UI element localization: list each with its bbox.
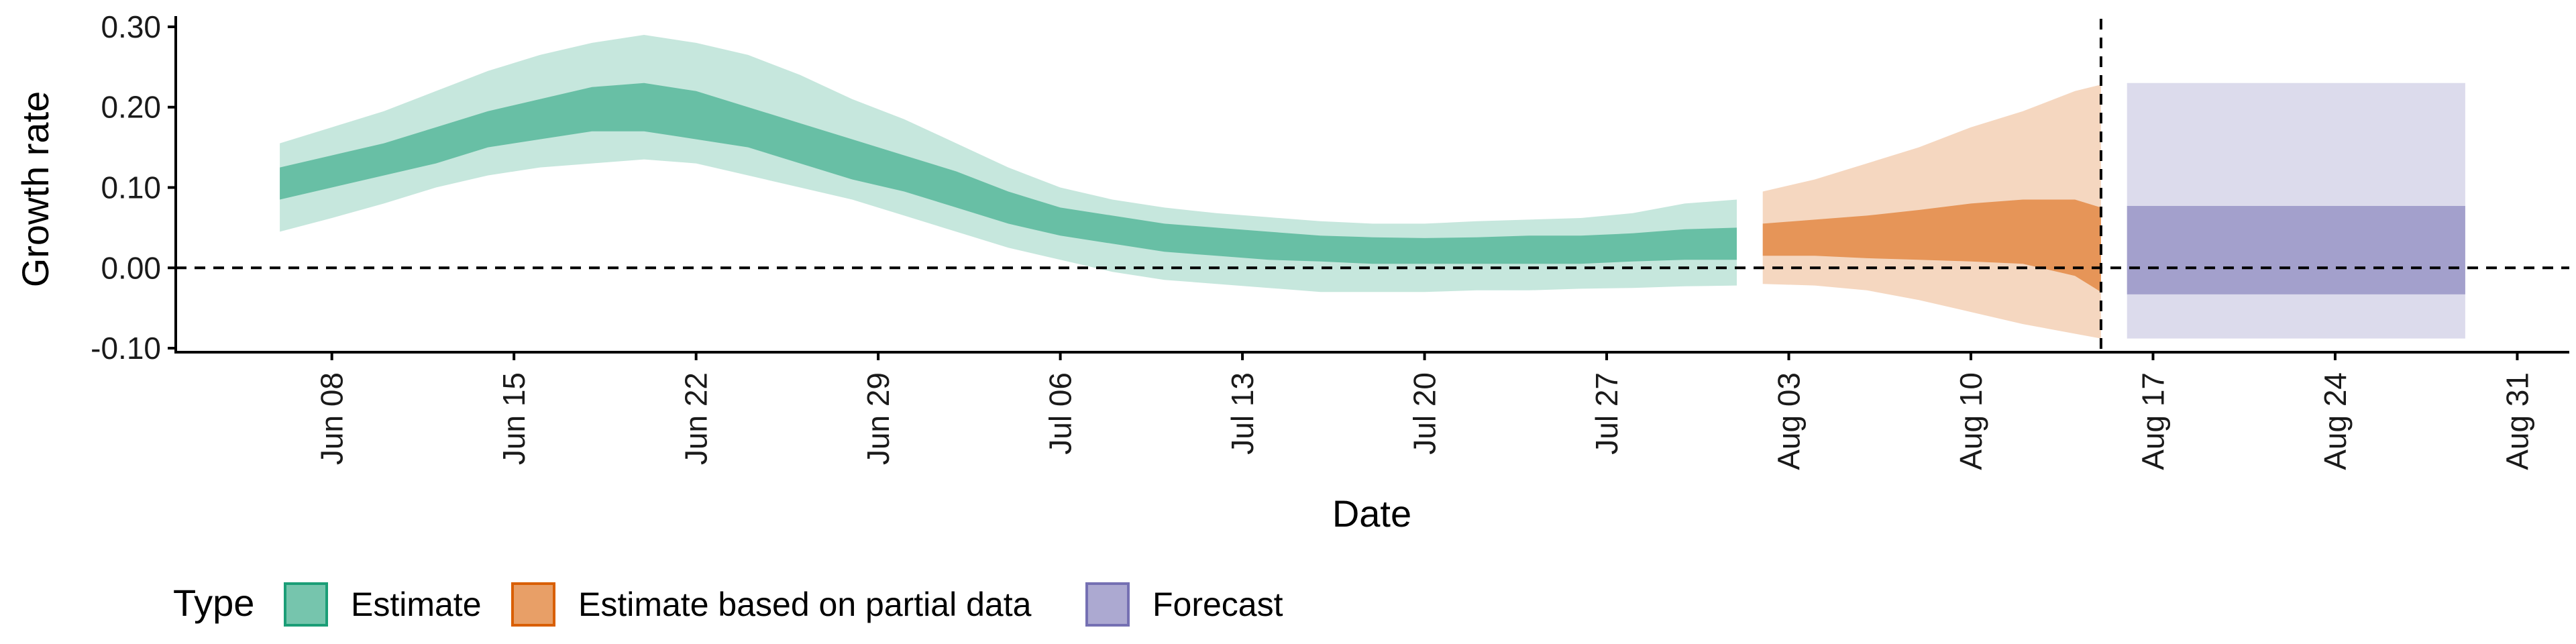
legend: Type Estimate Estimate based on partial d… xyxy=(173,582,1283,627)
legend-label: Estimate based on partial data xyxy=(578,586,1032,623)
x-tick-label: Jun 22 xyxy=(679,372,714,465)
estimate-based-on-partial-data-inner-band xyxy=(1762,199,2101,292)
legend-key-forecast xyxy=(1085,582,1130,627)
x-tick-label: Aug 17 xyxy=(2136,372,2171,470)
x-tick-label: Aug 10 xyxy=(1953,372,1988,470)
y-tick-label: 0.30 xyxy=(101,9,161,44)
axes: 0.30 0.20 0.10 0.00 -0.10 Jun 08 Jun 15 Jun 22 J… xyxy=(91,9,2569,470)
x-tick-label: Aug 24 xyxy=(2318,372,2353,470)
legend-label: Forecast xyxy=(1152,586,1283,623)
estimate-inner-band xyxy=(280,83,1737,264)
legend-key-estimate xyxy=(284,582,328,627)
x-tick-label: Jul 27 xyxy=(1589,372,1624,455)
x-tick-label: Aug 31 xyxy=(2500,372,2534,470)
x-tick-label: Jul 06 xyxy=(1043,372,1078,455)
y-tick-label: 0.10 xyxy=(101,170,161,205)
x-tick-label: Jul 20 xyxy=(1407,372,1442,455)
ribbon-bands xyxy=(280,35,2465,339)
x-tick-label: Jun 15 xyxy=(496,372,531,465)
x-axis-title: Date xyxy=(1332,492,1411,535)
y-tick-label: 0.00 xyxy=(101,250,161,285)
legend-title: Type xyxy=(173,582,254,624)
y-tick-label: -0.10 xyxy=(91,331,161,366)
x-tick-label: Aug 03 xyxy=(1772,372,1807,470)
x-tick-label: Jul 13 xyxy=(1225,372,1260,455)
legend-label: Estimate xyxy=(351,586,482,623)
y-tick-label: 0.20 xyxy=(101,90,161,125)
x-tick-label: Jun 29 xyxy=(861,372,896,465)
legend-key-estimate-based-on-partial-data xyxy=(511,582,555,627)
forecast-inner-band xyxy=(2127,206,2465,294)
reference-lines xyxy=(176,19,2569,352)
y-axis-title: Growth rate xyxy=(14,91,56,288)
x-tick-label: Jun 08 xyxy=(315,372,350,465)
